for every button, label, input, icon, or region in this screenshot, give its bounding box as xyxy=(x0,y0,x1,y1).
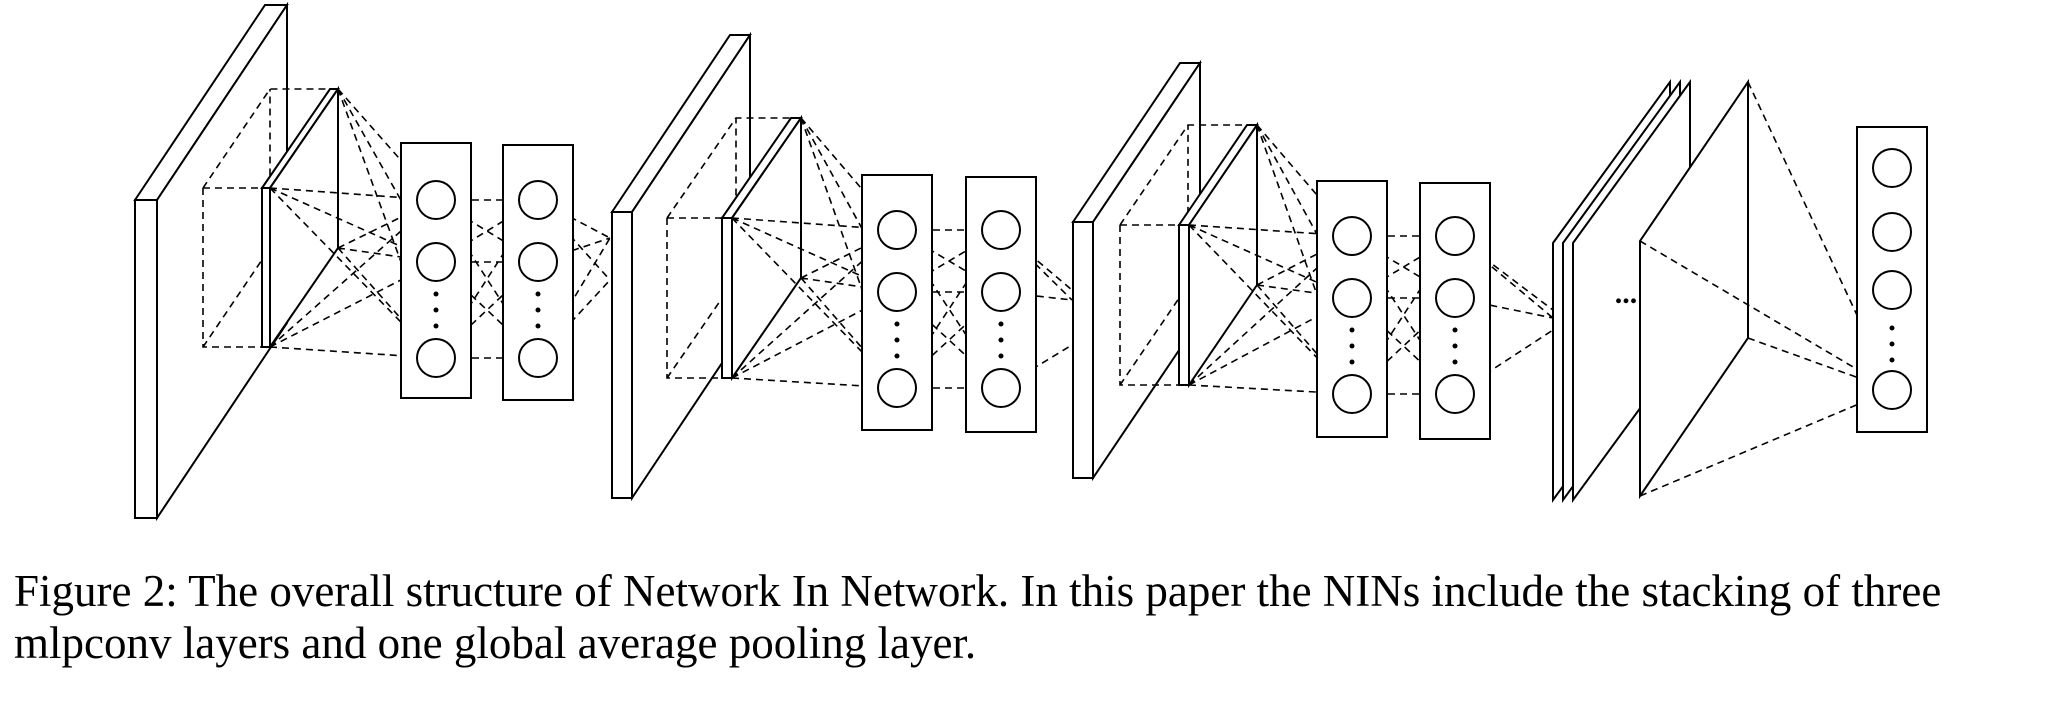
receptive-field-1 xyxy=(202,88,335,348)
global-average-pooling: ... xyxy=(1552,78,1928,504)
feature-map-3 xyxy=(1177,121,1259,389)
input-feature-map xyxy=(610,31,752,502)
mlp-neurons xyxy=(1332,216,1475,414)
receptive-field-2 xyxy=(666,117,797,379)
pooling-connections xyxy=(1639,81,1893,497)
receptive-field-3 xyxy=(1119,124,1250,386)
mlpconv-stage-3 xyxy=(1071,59,1554,482)
feature-map-ellipsis: ... xyxy=(1615,277,1638,310)
output-neurons xyxy=(1872,148,1912,410)
connections-2 xyxy=(731,117,1073,389)
nin-architecture-diagram: ... xyxy=(133,1,1928,522)
input-feature-map xyxy=(133,1,289,522)
mlpconv-stage-2 xyxy=(610,31,1073,502)
mlp-neurons xyxy=(877,210,1021,408)
final-feature-maps xyxy=(1552,78,1749,504)
mlp-neurons xyxy=(416,180,558,378)
connections-3 xyxy=(1188,124,1554,395)
figure-caption: Figure 2: The overall structure of Netwo… xyxy=(14,566,1942,668)
mlpconv-stage-1 xyxy=(133,1,611,522)
